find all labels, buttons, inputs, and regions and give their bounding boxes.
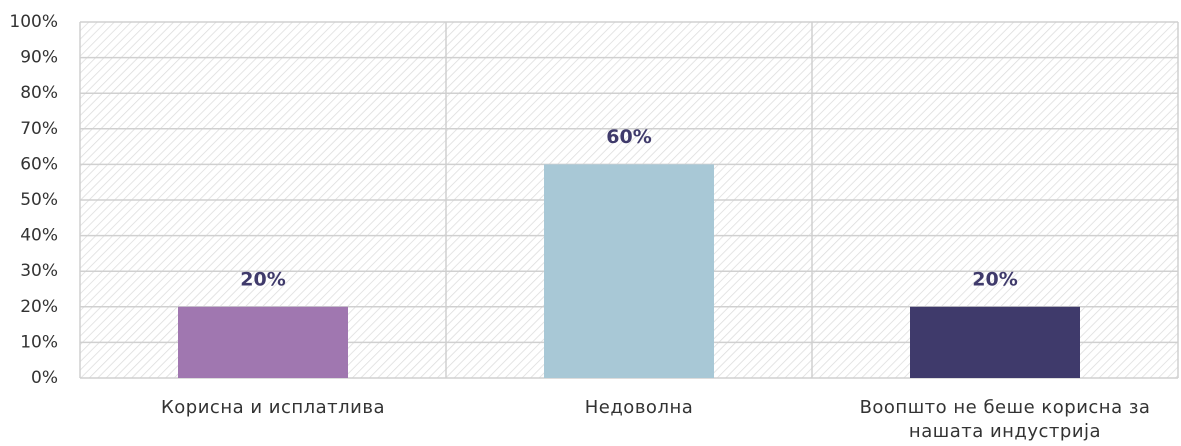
y-tick-label: 0% [31, 368, 58, 388]
x-tick-label: Воопшто не беше корисна за нашата индуст… [859, 397, 1151, 442]
value-label: 20% [240, 268, 285, 290]
y-tick-label: 10% [20, 332, 58, 352]
bar [178, 306, 348, 378]
y-tick-label: 100% [9, 12, 58, 32]
x-label-box: Корисна и исплатлива [161, 397, 385, 418]
y-tick-label: 80% [20, 83, 58, 103]
x-label-box: Воопшто не беше корисна за нашата индуст… [859, 397, 1151, 442]
y-tick-label: 60% [20, 154, 58, 174]
y-tick-label: 50% [20, 190, 58, 210]
x-label-box: Недоволна [584, 397, 694, 418]
x-tick-label: Корисна и исплатлива [161, 397, 385, 418]
y-tick-label: 20% [20, 297, 58, 317]
y-tick-label: 30% [20, 261, 58, 281]
x-tick-label: Недоволна [584, 397, 694, 418]
value-label: 20% [972, 268, 1017, 290]
y-tick-label: 40% [20, 226, 58, 246]
y-tick-label: 70% [20, 119, 58, 139]
bar [910, 306, 1080, 378]
value-label: 60% [606, 126, 651, 148]
bar [544, 164, 714, 378]
y-tick-label: 90% [20, 48, 58, 68]
